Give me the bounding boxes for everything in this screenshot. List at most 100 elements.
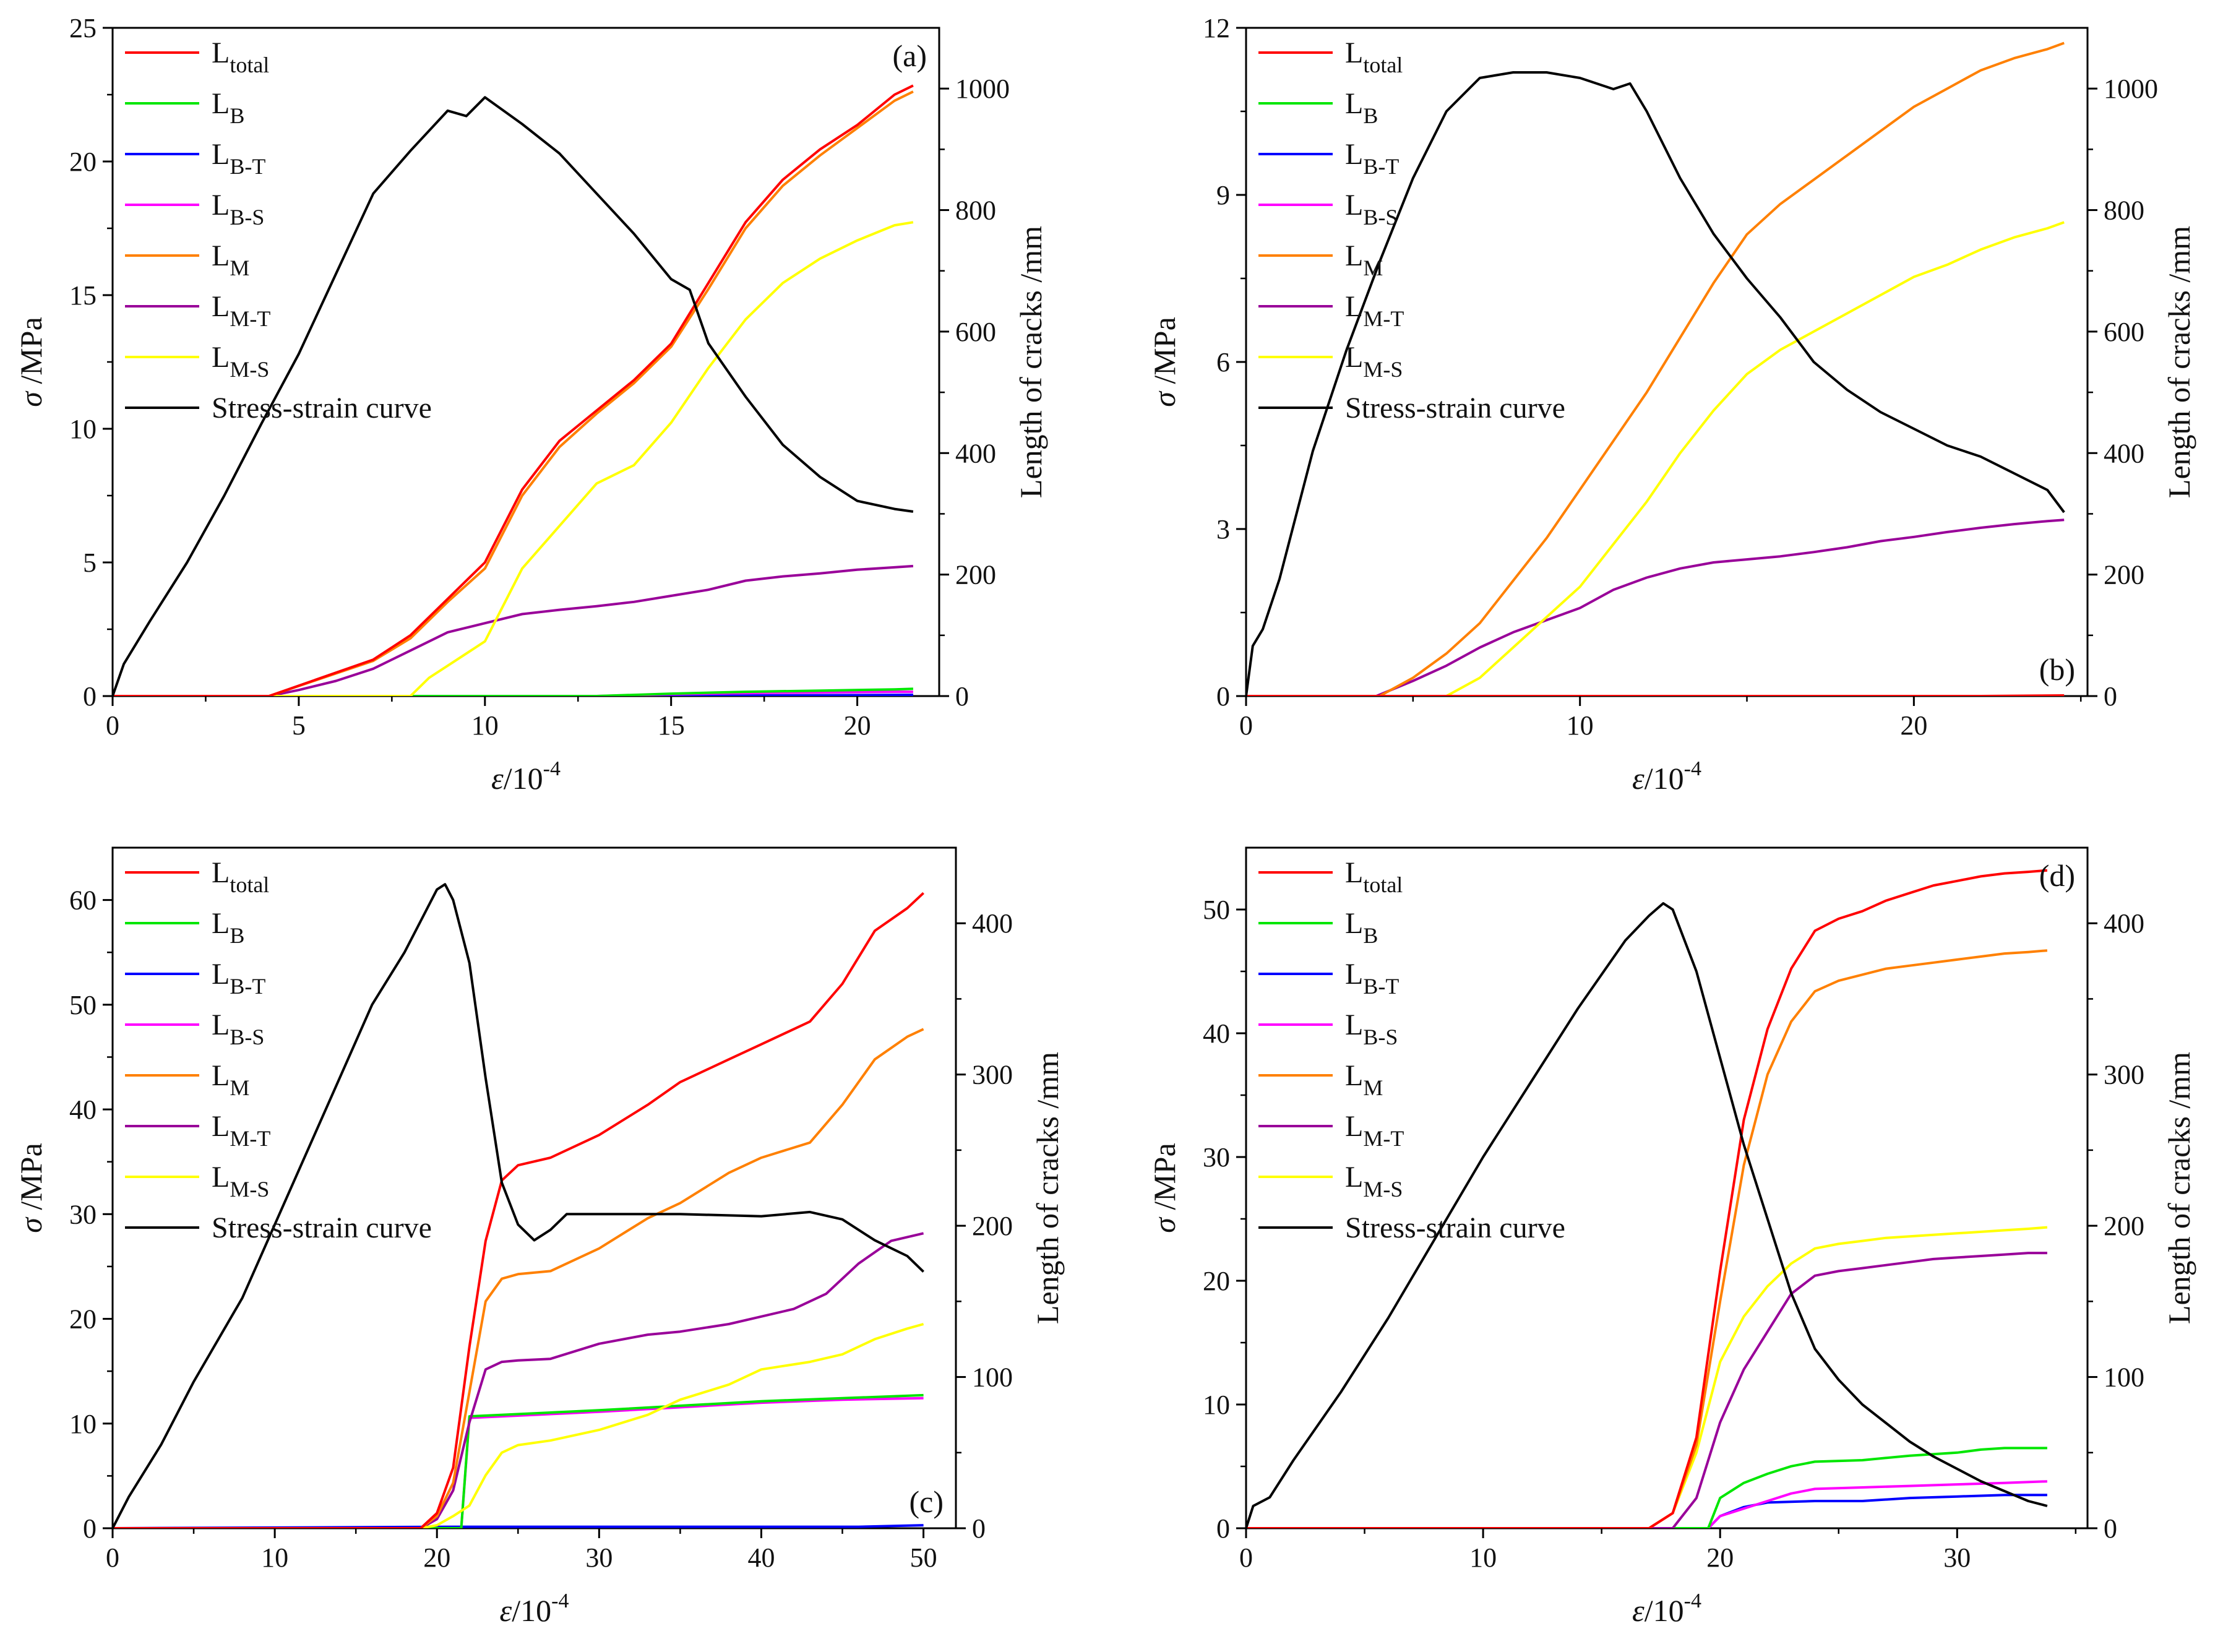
legend-label-main: L (1345, 87, 1363, 120)
legend-label-main: L (212, 239, 230, 272)
legend-label-sub: M-S (1363, 357, 1403, 382)
y-tick-label: 10 (1203, 1390, 1230, 1420)
y2-tick-label: 200 (972, 1211, 1013, 1241)
series-line-l-b-s (113, 1396, 924, 1528)
y-axis-unit: /MPa (14, 317, 48, 392)
chart-panel-c: 0 10 20 30 40 50 0 10 20 30 40 50 60 0 100 200 300 400 ε/1… (14, 846, 1065, 1628)
panel-label: (a) (893, 38, 927, 73)
x-tick-label: 30 (585, 1542, 613, 1573)
y-axis-unit: /MPa (1147, 317, 1182, 392)
legend-label-sub: B-S (1363, 1025, 1398, 1049)
series-line-l-total (113, 84, 914, 696)
panel-label: (b) (2039, 652, 2075, 687)
legend-label-sub: M (1363, 256, 1383, 280)
x-tick-label: 20 (1900, 710, 1927, 741)
x-axis-exponent: -4 (1684, 1590, 1701, 1612)
legend-label-l-m-s: LM-S (1345, 1161, 1403, 1202)
x-tick-label: 30 (1943, 1542, 1971, 1573)
x-tick-label: 50 (910, 1542, 937, 1573)
legend-label-sub: M-T (230, 306, 270, 331)
legend-label-main: L (1345, 37, 1363, 69)
x-tick-label: 10 (471, 710, 499, 741)
legend: LtotalLBLB-TLB-SLMLM-TLM-SStress-strain … (125, 37, 432, 424)
legend-label-l-m: LM (1345, 1059, 1383, 1100)
y-tick-label: 20 (69, 147, 97, 177)
legend-label-main: L (1345, 1009, 1363, 1041)
y-axis-title: σ /MPa (14, 317, 48, 407)
y-tick-label: 40 (69, 1095, 97, 1125)
legend-label-stress: Stress-strain curve (212, 1211, 432, 1244)
x-axis-unit: /10 (1645, 1593, 1684, 1628)
x-axis-unit: /10 (504, 761, 543, 796)
y-tick-label: 50 (1203, 895, 1230, 925)
y-tick-label: 0 (1216, 1513, 1230, 1544)
y2-axis-title: Length of cracks /mm (2162, 226, 2196, 498)
series-line-l-m-s (1246, 1226, 2048, 1528)
series-line-l-m-t (1246, 518, 2065, 696)
plot-area (113, 883, 924, 1528)
series-line-l-m (1246, 949, 2048, 1528)
legend-label-main: L (212, 189, 230, 222)
x-axis-title: ε/10-4 (491, 757, 561, 796)
series-line-l-total (1246, 694, 2065, 696)
y-tick-label: 3 (1216, 514, 1230, 544)
x-axis-symbol: ε (1632, 761, 1645, 796)
legend-label-main: L (1345, 239, 1363, 272)
legend-label-sub: total (1363, 53, 1403, 77)
legend: LtotalLBLB-TLB-SLMLM-TLM-SStress-strain … (1258, 37, 1565, 424)
y-tick-label: 10 (69, 1409, 97, 1439)
legend-label-sub: total (230, 872, 269, 897)
series-line-l-m-t (113, 564, 914, 696)
y-tick-label: 12 (1203, 13, 1230, 43)
legend-label-l-b: LB (212, 907, 244, 948)
legend-label-l-b-s: LB-S (1345, 189, 1398, 230)
legend-label-sub: B (230, 103, 244, 128)
legend-label-main: Stress-strain curve (1345, 1211, 1565, 1244)
y2-tick-label: 300 (972, 1060, 1013, 1090)
legend-label-main: Stress-strain curve (212, 392, 432, 424)
y-axis-unit: /MPa (14, 1143, 48, 1218)
legend-label-main: L (1345, 1161, 1363, 1194)
x-axis-symbol: ε (500, 1593, 512, 1628)
y2-tick-label: 1000 (955, 74, 1010, 104)
legend-label-main: L (1345, 189, 1363, 222)
legend-label-sub: B (230, 923, 244, 948)
y-tick-label: 6 (1216, 347, 1230, 377)
legend-label-sub: B-T (230, 974, 265, 999)
y-axis-symbol: σ (1147, 390, 1182, 407)
x-tick-label: 10 (1469, 1542, 1497, 1573)
y2-tick-label: 300 (2104, 1060, 2144, 1090)
y2-tick-label: 200 (2104, 560, 2144, 590)
y-tick-label: 40 (1203, 1018, 1230, 1049)
x-tick-label: 20 (423, 1542, 450, 1573)
series-line-l-m-t (1246, 1252, 2047, 1528)
legend-label-main: L (1345, 907, 1363, 940)
x-tick-label: 0 (1239, 710, 1253, 741)
series-line-l-b (113, 687, 913, 696)
x-axis-exponent: -4 (543, 757, 561, 780)
y2-tick-label: 600 (955, 317, 996, 347)
x-tick-label: 0 (106, 710, 119, 741)
y-tick-label: 5 (83, 548, 97, 578)
legend: LtotalLBLB-TLB-SLMLM-TLM-SStress-strain … (125, 856, 432, 1244)
series-line-l-m (1246, 41, 2065, 696)
x-axis-exponent: -4 (551, 1590, 569, 1612)
y2-tick-label: 800 (2104, 196, 2144, 226)
series-line-l-b (1246, 1447, 2047, 1528)
legend-label-l-m-t: LM-T (212, 290, 270, 331)
y-axis-symbol: σ (1147, 1216, 1182, 1233)
plot-area (1246, 41, 2065, 696)
series-line-l-m (113, 1028, 924, 1528)
legend-label-sub: M-S (230, 1177, 269, 1202)
y2-tick-label: 0 (2104, 681, 2117, 712)
series-line-l-total (1246, 869, 2048, 1528)
y-axis-title: σ /MPa (14, 1143, 48, 1233)
legend-label-l-b-t: LB-T (1345, 138, 1399, 179)
y2-tick-label: 400 (2104, 438, 2144, 468)
y-tick-label: 0 (1216, 681, 1230, 712)
y2-tick-label: 400 (2104, 908, 2144, 939)
legend-label-main: L (212, 1161, 230, 1194)
legend-label-stress: Stress-strain curve (1345, 1211, 1565, 1244)
